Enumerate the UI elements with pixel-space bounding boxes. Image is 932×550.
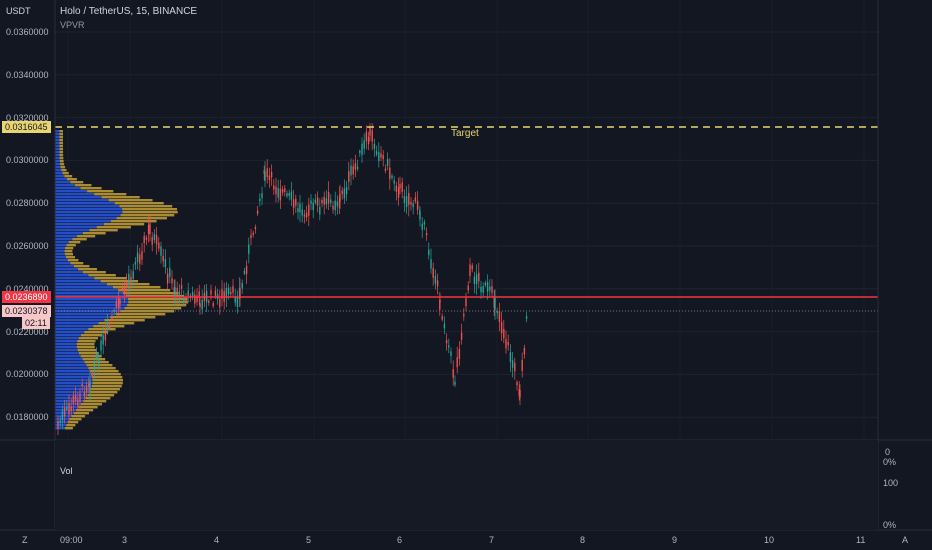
countdown-tag: 02:11 — [22, 317, 50, 329]
time-tick-label: 7 — [489, 535, 495, 545]
time-tick-label: 8 — [580, 535, 586, 545]
target-price-tag: 0.0316045 — [2, 121, 51, 133]
pane-scale-0pct-bottom: 0% — [883, 520, 897, 530]
time-tick-label: 4 — [214, 535, 220, 545]
auto-scale-button[interactable]: A — [902, 535, 909, 545]
price-tick-label: 0.0340000 — [6, 69, 49, 80]
price-tick-label: 0.0180000 — [6, 412, 49, 423]
time-tick-label: 3 — [122, 535, 128, 545]
last-price-tag: 0.0230378 — [2, 305, 51, 317]
price-tick-label: 0.0280000 — [6, 198, 49, 209]
price-tick-label: 0.0320000 — [6, 112, 49, 123]
current-price-tag: 0.0236890 — [2, 291, 51, 303]
time-tick-label: 09:00 — [60, 535, 83, 545]
indicator-vpvr-label[interactable]: VPVR — [60, 20, 85, 30]
price-unit: USDT — [6, 6, 31, 16]
pane-scale-100: 100 — [883, 478, 899, 488]
time-tick-label: 9 — [672, 535, 678, 545]
price-tick-label: 0.0220000 — [6, 326, 49, 337]
price-tick-label: 0.0260000 — [6, 241, 49, 251]
time-tick-label: 10 — [764, 535, 775, 545]
price-tick-label: 0.0200000 — [6, 369, 49, 380]
time-tick-label: 6 — [397, 535, 403, 545]
time-tick-label: 5 — [306, 535, 312, 545]
price-tick-label: 0.0240000 — [6, 283, 49, 294]
time-tick-label: 11 — [856, 535, 866, 545]
pane-scale-0pct: 0% — [883, 457, 897, 467]
price-tick-label: 0.0300000 — [6, 155, 49, 166]
candlesticks — [57, 123, 528, 436]
symbol-title[interactable]: Holo / TetherUS, 15, BINANCE — [60, 6, 198, 17]
volume-label: Vol — [60, 466, 73, 476]
pane-scale-0: 0 — [885, 447, 891, 457]
price-tick-label: 0.0360000 — [6, 27, 49, 37]
auto-zoom-button[interactable]: Z — [22, 535, 28, 545]
target-annotation: Target — [451, 128, 479, 139]
